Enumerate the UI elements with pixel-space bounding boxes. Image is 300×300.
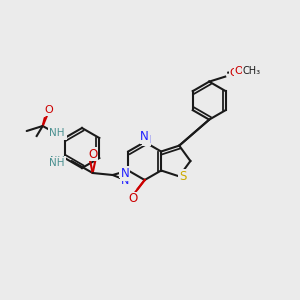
- Text: N: N: [142, 135, 151, 145]
- Text: N: N: [140, 130, 149, 143]
- Text: N: N: [121, 176, 129, 186]
- Text: O: O: [127, 193, 136, 203]
- Text: O: O: [230, 68, 239, 78]
- Text: CH₃: CH₃: [242, 66, 260, 76]
- Text: O: O: [235, 66, 244, 76]
- Text: NH: NH: [49, 128, 64, 138]
- Text: O: O: [128, 193, 137, 206]
- Text: O: O: [44, 105, 53, 115]
- Text: NH: NH: [51, 130, 66, 140]
- Text: S: S: [179, 170, 187, 183]
- Text: S: S: [178, 172, 186, 182]
- Text: N: N: [121, 167, 130, 180]
- Text: O: O: [88, 150, 97, 160]
- Text: N: N: [120, 167, 128, 178]
- Text: O: O: [88, 148, 97, 160]
- Text: NH: NH: [49, 158, 64, 168]
- Text: NH: NH: [50, 156, 65, 166]
